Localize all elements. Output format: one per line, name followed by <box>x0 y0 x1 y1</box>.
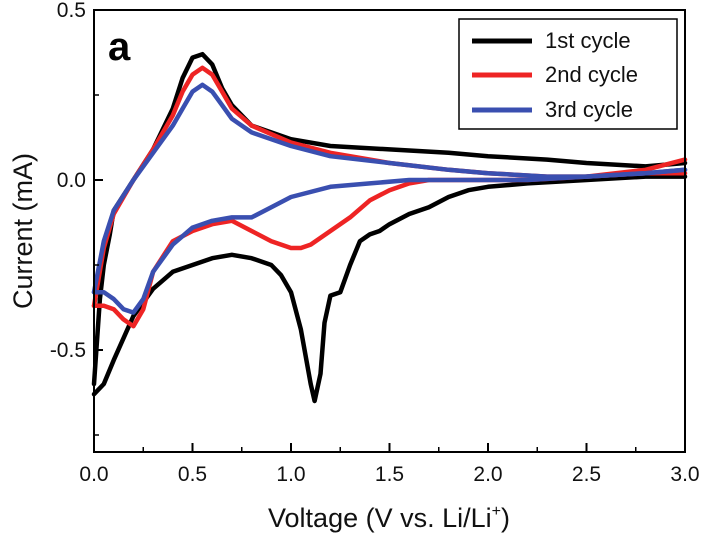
curve-3rd-cycle-cathodic <box>91 167 688 315</box>
y-axis-label: Current (mA) <box>8 153 38 309</box>
curve-3rd-cycle-anodic <box>91 82 688 295</box>
y-tick-label: -0.5 <box>50 339 86 362</box>
x-axis-label: Voltage (V vs. Li/Li+) <box>268 503 510 533</box>
tick-labels-group: 0.0 0.5 1.0 1.5 2.0 2.5 3.0 -0.5 0.0 0.5 <box>50 0 700 486</box>
y-tick-label: 0.5 <box>57 0 86 22</box>
x-tick-label: 1.0 <box>276 463 305 486</box>
x-tick-label: 1.5 <box>375 463 404 486</box>
legend-label-3rd-cycle: 3rd cycle <box>545 97 633 122</box>
x-axis-label-superscript: + <box>492 503 501 520</box>
panel-label: a <box>108 25 131 69</box>
legend-label-2nd-cycle: 2nd cycle <box>545 62 638 87</box>
curve-1st-cycle-cathodic <box>91 174 688 404</box>
legend: 1st cycle 2nd cycle 3rd cycle <box>458 18 678 130</box>
x-axis-label-main: Voltage (V vs. Li/Li <box>268 503 492 533</box>
x-axis-label-tail: ) <box>501 503 510 533</box>
curve-2nd-cycle-cathodic <box>91 157 688 329</box>
x-tick-label: 0.5 <box>178 463 207 486</box>
x-tick-label: 2.0 <box>473 463 502 486</box>
x-tick-label: 0.0 <box>79 463 108 486</box>
legend-label-1st-cycle: 1st cycle <box>545 28 631 53</box>
ticks-group <box>93 9 686 452</box>
x-tick-label: 2.5 <box>572 463 601 486</box>
curves-group <box>91 51 688 404</box>
x-tick-label: 3.0 <box>670 463 699 486</box>
y-tick-label: 0.0 <box>57 169 86 192</box>
